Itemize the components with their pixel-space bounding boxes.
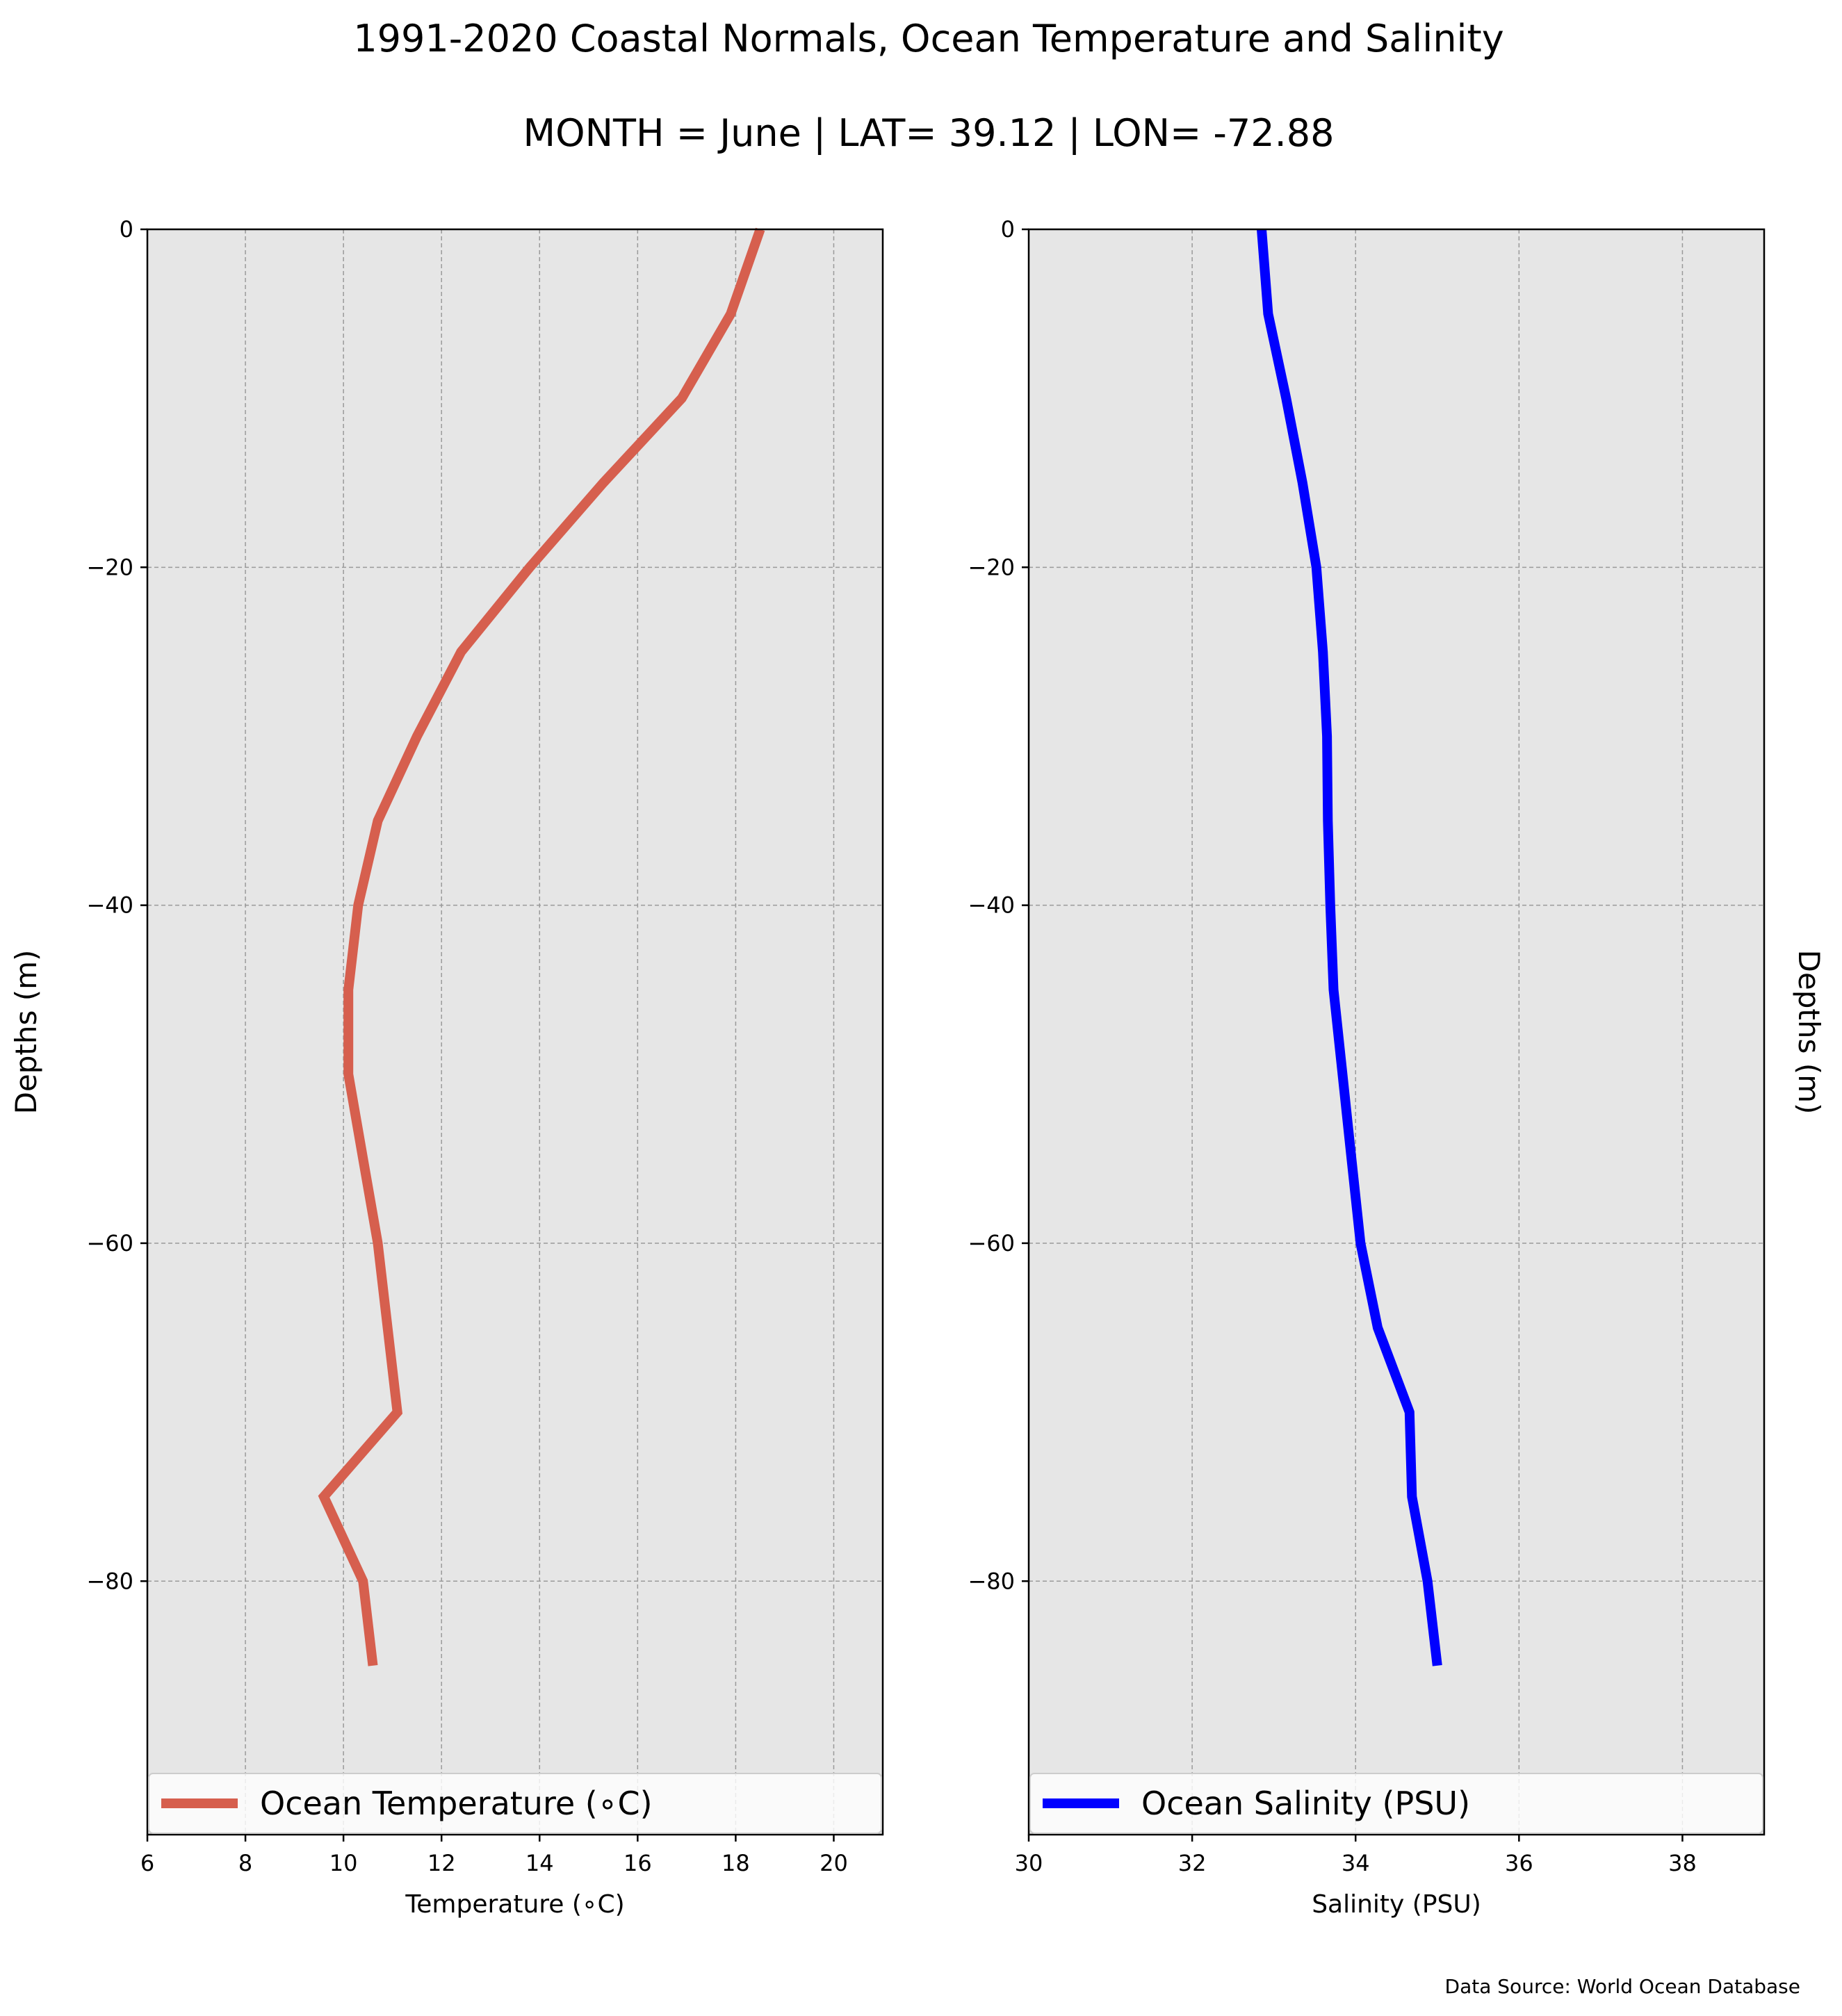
y-axis-label: Depths (m) [1792,950,1826,1115]
y-tick-label: −40 [968,892,1015,919]
x-tick-label: 6 [140,1850,154,1876]
y-tick-label: −60 [86,1230,133,1256]
temperature-panel: 6 8 10 12 14 16 18 20 0 −20 −40 −60 −80 Temperature (… [9,216,884,1919]
plot-area [147,229,883,1835]
x-tick-label: 30 [1015,1850,1043,1876]
x-tick-label: 34 [1342,1850,1370,1876]
x-axis-label: Salinity (PSU) [1312,1890,1481,1919]
x-tick-label: 32 [1178,1850,1207,1876]
x-tick-label: 38 [1668,1850,1697,1876]
y-tick-label: −80 [86,1568,133,1594]
x-tick-label: 16 [623,1850,652,1876]
chart-title: 1991-2020 Coastal Normals, Ocean Tempera… [353,17,1503,60]
y-tick-label: −60 [968,1230,1015,1256]
plot-area [1029,229,1764,1835]
salinity-panel: 30 32 34 36 38 0 −20 −40 −60 −80 Salinity (PSU) Dep… [968,216,1826,1919]
x-tick-label: 20 [820,1850,848,1876]
x-tick-label: 10 [329,1850,358,1876]
y-tick-label: −40 [86,892,133,919]
axes-frame [146,228,884,1836]
x-tick-label: 12 [427,1850,456,1876]
x-tick-label: 18 [722,1850,750,1876]
legend-label: Ocean Salinity (PSU) [1141,1785,1470,1822]
x-tick-label: 36 [1505,1850,1533,1876]
y-tick-label: −20 [968,554,1015,580]
legend-box [1029,1773,1763,1834]
x-tick-label: 8 [238,1850,252,1876]
y-tick-label: 0 [120,216,133,243]
y-tick-label: −20 [86,554,133,580]
axes-frame [1027,228,1766,1836]
chart-subtitle: MONTH = June | LAT= 39.12 | LON= -72.88 [523,111,1335,155]
y-tick-label: −80 [968,1568,1015,1594]
legend-box [148,1773,882,1834]
data-source-note: Data Source: World Ocean Database [1445,1975,1800,1998]
x-tick-label: 14 [525,1850,554,1876]
y-tick-label: 0 [1001,216,1015,243]
legend-label: Ocean Temperature (∘C) [260,1785,653,1822]
y-axis-label: Depths (m) [9,950,43,1115]
x-axis-label: Temperature (∘C) [405,1890,624,1919]
series-line [1257,229,1442,1666]
series-line [318,227,765,1666]
